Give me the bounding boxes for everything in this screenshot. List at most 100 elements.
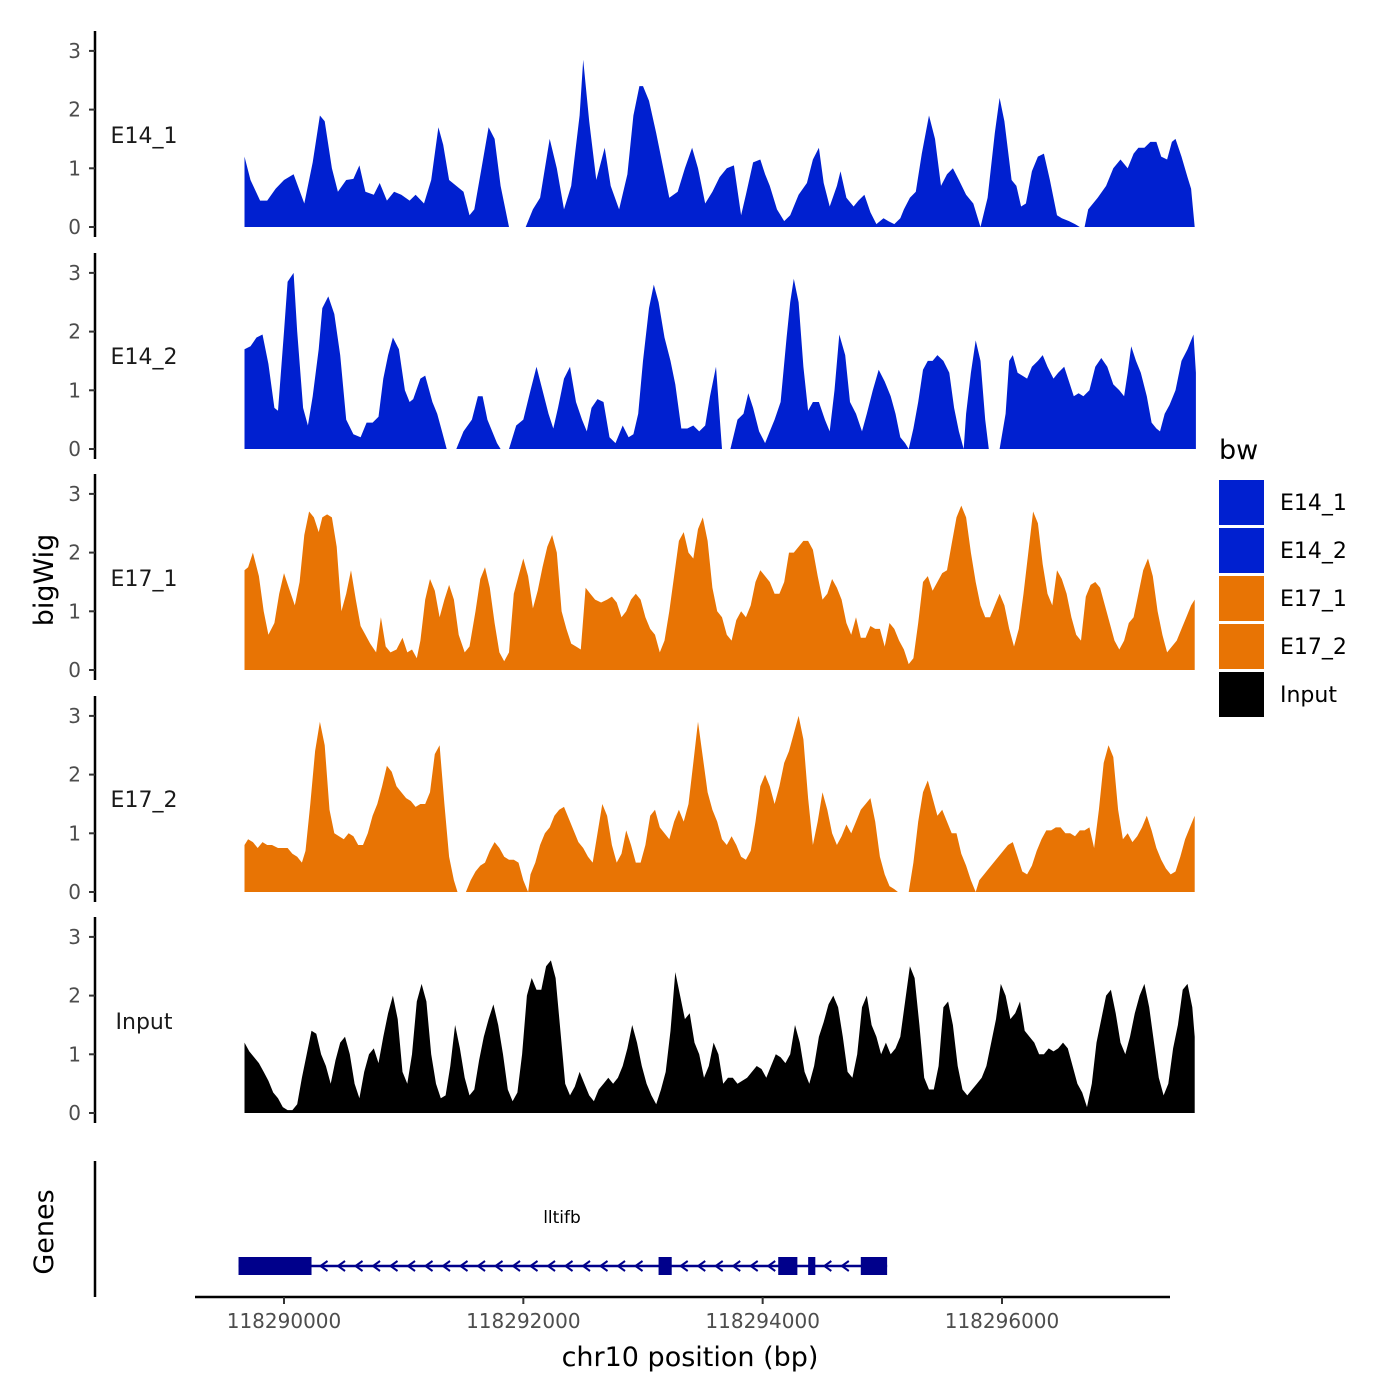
coverage-area: [509, 284, 722, 449]
y-tick-label: 2: [68, 984, 81, 1008]
legend-label: E14_2: [1280, 539, 1347, 564]
strand-arrow: [406, 1260, 416, 1272]
track-e14-2: 0 1 2 3 E14_2: [68, 253, 1196, 461]
genes-track: lltifb: [93, 1161, 888, 1297]
y-tick-label: 1: [68, 378, 81, 402]
coverage-area: [244, 115, 509, 227]
coverage-area: [456, 396, 501, 449]
legend-label: E17_1: [1280, 587, 1347, 612]
legend: bw E14_1 E14_2 E17_1 E17_2 Input: [1219, 435, 1347, 717]
y-tick-label: 3: [68, 482, 81, 506]
y-tick-label: 2: [68, 98, 81, 122]
coverage-area: [730, 278, 989, 449]
gene-exon: [808, 1257, 816, 1275]
gene-exon: [860, 1257, 888, 1275]
coverage-area: [908, 745, 1195, 892]
legend-swatch: [1219, 576, 1264, 621]
legend-label: E17_2: [1280, 635, 1347, 660]
gene-exon: [238, 1257, 312, 1275]
legend-title: bw: [1219, 435, 1258, 466]
strand-arrow: [581, 1260, 591, 1272]
legend-label: E14_1: [1280, 491, 1347, 516]
coverage-area: [244, 960, 1195, 1113]
track-label: E17_2: [111, 788, 178, 813]
x-axis: 118290000 118292000 118294000 118296000: [195, 1295, 1170, 1333]
strand-arrow: [458, 1260, 469, 1272]
coverage-area: [244, 272, 447, 449]
x-tick-label: 118294000: [705, 1309, 820, 1333]
track-label: E14_1: [111, 124, 178, 149]
legend-swatch: [1219, 624, 1264, 669]
strand-arrow: [563, 1260, 574, 1272]
strand-arrow: [731, 1260, 741, 1272]
y-tick-label: 0: [68, 437, 81, 461]
y-tick-label: 1: [68, 599, 81, 623]
y-tick-label: 2: [68, 763, 81, 787]
coverage-area: [244, 505, 1195, 670]
track-label: E17_1: [111, 567, 178, 592]
x-tick-label: 118292000: [466, 1309, 581, 1333]
y-tick-label: 2: [68, 320, 81, 344]
strand-arrow: [493, 1260, 504, 1272]
strand-arrow: [388, 1260, 399, 1272]
genes-axis-title: Genes: [29, 1189, 60, 1274]
gene-lltifb: lltifb: [238, 1208, 888, 1275]
strand-arrow: [511, 1260, 521, 1272]
x-tick-label: 118296000: [945, 1309, 1060, 1333]
y-tick-label: 0: [68, 880, 81, 904]
strand-arrow: [840, 1260, 850, 1272]
strand-arrow: [353, 1260, 364, 1272]
strand-arrow: [616, 1260, 626, 1272]
strand-arrow: [476, 1260, 486, 1272]
strand-arrow: [633, 1260, 644, 1272]
y-tick-label: 1: [68, 156, 81, 180]
y-tick-label: 1: [68, 1042, 81, 1066]
y-tick-label: 3: [68, 261, 81, 285]
y-tick-label: 0: [68, 658, 81, 682]
y-tick-label: 0: [68, 215, 81, 239]
strand-arrow: [766, 1260, 776, 1272]
strand-arrow: [748, 1260, 759, 1272]
track-e14-1: 0 1 2 3 E14_1: [68, 31, 1195, 239]
strand-arrow: [371, 1260, 381, 1272]
coverage-tracks: 0 1 2 3 E14_1 0 1 2 3 E14_2 0 1 2 3 E17_1 0 1 2 3 E17_2 0 1 2 3…: [68, 31, 1196, 1125]
y-tick-label: 3: [68, 704, 81, 728]
coverage-area: [244, 721, 458, 892]
x-tick-label: 118290000: [227, 1309, 342, 1333]
strand-arrow: [546, 1260, 556, 1272]
y-axis-title: bigWig: [29, 534, 60, 627]
legend-swatch: [1219, 480, 1264, 525]
gene-name-label: lltifb: [543, 1208, 581, 1228]
coverage-area: [465, 715, 898, 892]
legend-swatch: [1219, 528, 1264, 573]
coverage-area: [525, 59, 1080, 228]
coverage-area: [999, 334, 1196, 449]
y-tick-label: 2: [68, 541, 81, 565]
track-label: Input: [116, 1010, 173, 1035]
strand-arrow: [441, 1260, 451, 1272]
strand-arrow: [528, 1260, 539, 1272]
track-e17-1: 0 1 2 3 E17_1: [68, 474, 1195, 682]
strand-arrow: [678, 1260, 689, 1272]
y-tick-label: 3: [68, 39, 81, 63]
y-tick-label: 0: [68, 1101, 81, 1125]
track-label: E14_2: [111, 345, 178, 370]
track-input: 0 1 2 3 Input: [68, 917, 1195, 1125]
gene-exon: [778, 1257, 798, 1275]
coverage-area: [1084, 138, 1195, 227]
strand-arrow: [598, 1260, 609, 1272]
strand-arrow: [822, 1260, 832, 1272]
y-tick-label: 3: [68, 925, 81, 949]
legend-label: Input: [1280, 683, 1337, 708]
track-e17-2: 0 1 2 3 E17_2: [68, 696, 1195, 904]
strand-arrow: [336, 1260, 346, 1272]
strand-arrow: [318, 1260, 329, 1272]
y-tick-label: 1: [68, 821, 81, 845]
x-axis-title: chr10 position (bp): [562, 1342, 819, 1373]
strand-arrow: [423, 1260, 434, 1272]
strand-arrow: [696, 1260, 706, 1272]
gene-exon: [658, 1257, 672, 1275]
strand-arrow: [713, 1260, 724, 1272]
legend-swatch: [1219, 672, 1264, 717]
